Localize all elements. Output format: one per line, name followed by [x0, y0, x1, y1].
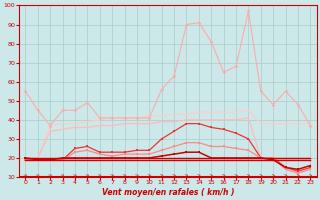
X-axis label: Vent moyen/en rafales ( km/h ): Vent moyen/en rafales ( km/h ): [102, 188, 234, 197]
